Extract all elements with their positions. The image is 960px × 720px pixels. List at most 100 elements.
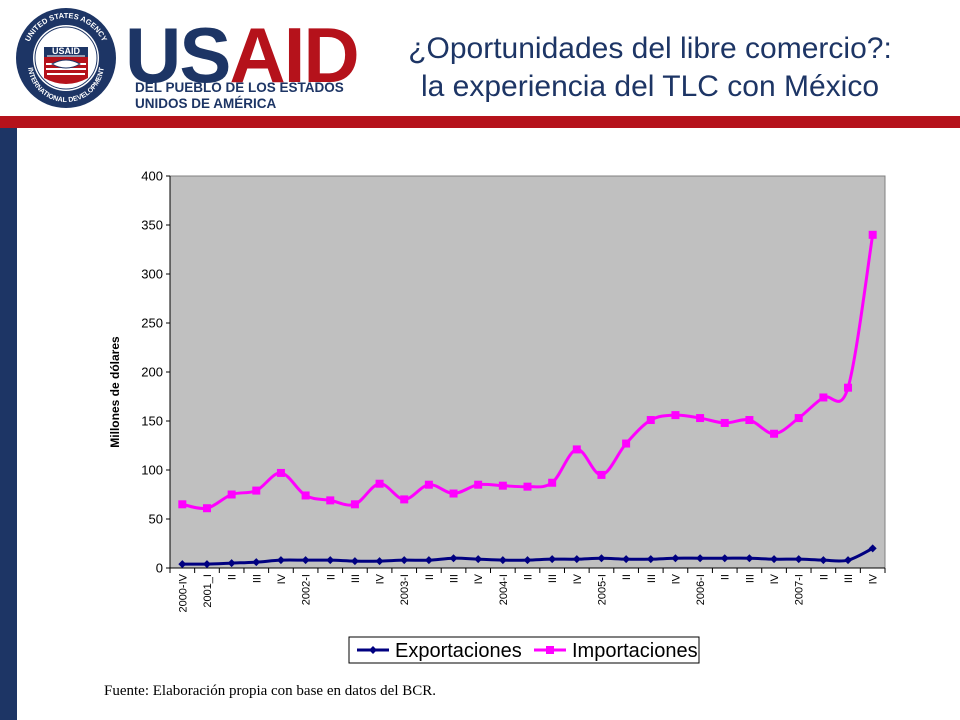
page-title-line1: ¿Oportunidades del libre comercio?: [408, 32, 892, 65]
x-tick-label: II [325, 574, 337, 580]
legend-marker-importaciones [546, 646, 554, 654]
data-point-importaciones [720, 418, 729, 427]
data-point-importaciones [597, 470, 606, 479]
legend [348, 636, 700, 664]
data-point-importaciones [178, 500, 187, 509]
x-tick-label: II [818, 574, 830, 580]
data-point-exportaciones [794, 555, 803, 564]
x-tick-label: 2000-IV [177, 573, 189, 612]
page-title-line2: la experiencia del TLC con México [420, 70, 879, 103]
x-tick-label: II [227, 574, 239, 580]
legend-label-importaciones: Importaciones [572, 640, 698, 662]
x-tick-label: IV [769, 573, 781, 584]
data-point-importaciones [252, 486, 261, 495]
x-tick-label: II [621, 574, 633, 580]
data-point-importaciones [696, 414, 705, 423]
data-point-importaciones [301, 491, 310, 500]
data-point-importaciones [276, 468, 285, 477]
data-point-importaciones [572, 445, 581, 454]
data-point-exportaciones [400, 556, 409, 565]
data-point-exportaciones [227, 559, 236, 568]
y-axis-title: Millones de dólares [108, 336, 122, 448]
x-tick-label: III [646, 574, 658, 583]
x-tick-label: III [843, 574, 855, 583]
source-note: Fuente: Elaboración propia con base en d… [104, 683, 436, 699]
y-tick-label: 50 [149, 512, 163, 527]
data-point-exportaciones [646, 555, 655, 564]
y-tick-label: 150 [141, 414, 163, 429]
legend-marker-exportaciones [369, 646, 377, 654]
data-point-importaciones [745, 416, 754, 425]
y-tick-label: 350 [141, 218, 163, 233]
data-point-exportaciones [597, 554, 606, 563]
logo-subtitle: DEL PUEBLO DE LOS ESTADOS UNIDOS DE AMÉR… [135, 80, 344, 112]
data-point-exportaciones [868, 544, 877, 553]
usaid-logo: USAID [125, 16, 360, 94]
x-tick-label: 2005-I [596, 574, 608, 605]
x-tick-label: 2001_I [202, 574, 214, 608]
data-point-importaciones [523, 482, 532, 491]
data-point-exportaciones [178, 560, 187, 569]
data-point-exportaciones [844, 556, 853, 565]
y-tick-label: 100 [141, 463, 163, 478]
x-tick-label: IV [276, 573, 288, 584]
x-tick-label: 2003-I [399, 574, 411, 605]
data-point-importaciones [202, 504, 211, 513]
x-tick-label: 2007-I [794, 574, 806, 605]
x-tick-label: 2002-I [301, 574, 313, 605]
series-line-importaciones [182, 234, 875, 511]
data-point-importaciones [227, 490, 236, 499]
x-tick-label: III [251, 574, 263, 583]
logo-subtitle-line2: UNIDOS DE AMÉRICA [135, 96, 277, 111]
data-point-importaciones [548, 478, 557, 487]
plot-area [169, 175, 886, 569]
data-point-importaciones [794, 414, 803, 423]
x-tick-label: II [424, 574, 436, 580]
data-point-importaciones [375, 479, 384, 488]
data-point-importaciones [671, 411, 680, 420]
data-point-exportaciones [671, 554, 680, 563]
legend-label-exportaciones: Exportaciones [395, 640, 522, 662]
data-point-importaciones [770, 429, 779, 438]
x-tick-label: III [547, 574, 559, 583]
data-point-exportaciones [202, 560, 211, 569]
x-tick-label: II [523, 574, 535, 580]
x-tick-label: III [449, 574, 461, 583]
data-point-exportaciones [770, 555, 779, 564]
x-tick-label: III [350, 574, 362, 583]
data-point-exportaciones [449, 554, 458, 563]
data-point-exportaciones [523, 556, 532, 565]
logo-us: US [125, 11, 231, 99]
data-point-exportaciones [745, 554, 754, 563]
data-point-exportaciones [276, 556, 285, 565]
logo-subtitle-line1: DEL PUEBLO DE LOS ESTADOS [135, 80, 344, 95]
data-point-importaciones [424, 480, 433, 489]
x-tick-label: IV [572, 573, 584, 584]
data-point-importaciones [819, 393, 828, 402]
page-title: ¿Oportunidades del libre comercio?: la e… [350, 30, 950, 106]
y-tick-label: 400 [141, 169, 163, 184]
data-point-exportaciones [326, 556, 335, 565]
data-point-exportaciones [720, 554, 729, 563]
data-point-importaciones [844, 383, 853, 392]
x-tick-label: 2006-I [695, 574, 707, 605]
data-point-importaciones [622, 439, 631, 448]
header-divider [0, 116, 960, 128]
y-tick-label: 0 [156, 561, 163, 576]
data-point-exportaciones [819, 556, 828, 565]
header: UNITED STATES AGENCY INTERNATIONAL DEVEL… [0, 0, 960, 128]
data-point-importaciones [474, 480, 483, 489]
data-point-exportaciones [548, 555, 557, 564]
data-point-importaciones [350, 500, 359, 509]
seal-center-text: USAID [52, 46, 81, 56]
logo-aid: AID [229, 11, 359, 99]
usaid-seal-icon: UNITED STATES AGENCY INTERNATIONAL DEVEL… [16, 8, 116, 108]
left-accent-bar [0, 128, 17, 720]
y-tick-label: 300 [141, 267, 163, 282]
x-tick-label: IV [473, 573, 485, 584]
data-point-importaciones [498, 481, 507, 490]
data-point-exportaciones [375, 557, 384, 566]
data-point-exportaciones [252, 558, 261, 567]
data-point-exportaciones [498, 556, 507, 565]
